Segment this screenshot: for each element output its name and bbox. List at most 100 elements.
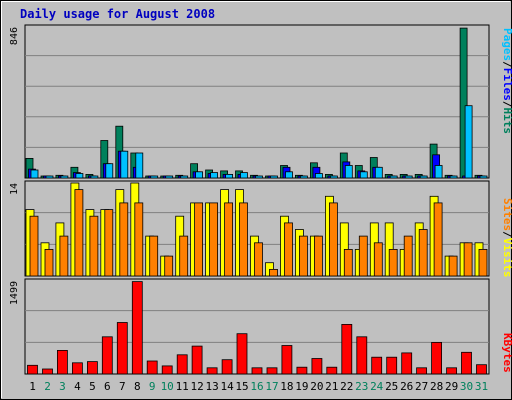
x-label-day-23: 23 [355, 380, 368, 393]
bar-kbytes-day-22 [341, 323, 353, 375]
x-label-day-1: 1 [29, 380, 36, 393]
bar-kbytes-day-16 [251, 367, 263, 375]
bar-sites-day-23 [358, 235, 368, 277]
bar-pages-day-18 [285, 171, 293, 179]
bar-kbytes-day-6 [101, 336, 113, 375]
x-label-day-14: 14 [220, 380, 234, 393]
x-label-day-12: 12 [190, 380, 203, 393]
bar-kbytes-day-5 [87, 361, 98, 375]
bar-kbytes-day-21 [326, 366, 338, 375]
x-label-day-15: 15 [235, 380, 248, 393]
bar-sites-day-10 [164, 255, 174, 277]
x-axis-labels: 1 2 3 4 5 6 7 8 9 10 11 12 13 14 15 16 17 18 19 20 21 22 23 24 2… [29, 380, 488, 393]
bar-kbytes-day-13 [206, 367, 218, 375]
bar-kbytes-day-28 [431, 341, 443, 375]
bar-kbytes-day-1 [27, 364, 38, 375]
legend-hits-files-pages: Pages/Files/Hits [501, 28, 512, 134]
x-label-day-28: 28 [430, 380, 443, 393]
bar-pages-day-4 [75, 173, 84, 179]
bar-kbytes-day-27 [416, 367, 428, 375]
y-max-label-visits-sites: 14 [9, 183, 20, 195]
bar-sites-day-20 [313, 235, 323, 277]
bar-sites-day-5 [89, 215, 99, 277]
bar-sites-day-15 [239, 202, 248, 277]
x-label-day-2: 2 [44, 380, 51, 393]
x-label-day-29: 29 [445, 380, 458, 393]
panel-kbytes: 1499 [9, 278, 490, 375]
bar-kbytes-day-15 [236, 333, 248, 375]
bar-sites-day-31 [478, 248, 488, 277]
bar-kbytes-day-14 [221, 359, 233, 375]
bar-sites-day-27 [418, 229, 428, 277]
bar-pages-day-9 [150, 175, 159, 179]
legend-files: Files [501, 68, 512, 101]
bar-sites-day-6 [104, 209, 114, 277]
bar-sites-day-8 [134, 202, 144, 277]
bar-kbytes-day-20 [311, 358, 323, 375]
x-label-day-31: 31 [475, 380, 488, 393]
bar-pages-day-27 [419, 175, 428, 179]
bar-pages-day-16 [255, 175, 263, 179]
bar-sites-day-22 [343, 248, 353, 277]
chart-title: Daily usage for August 2008 [20, 7, 215, 21]
bar-pages-day-2 [45, 175, 54, 179]
y-max-label-kbytes: 1499 [9, 281, 20, 305]
x-label-day-25: 25 [385, 380, 398, 393]
bar-kbytes-day-2 [42, 368, 53, 375]
x-label-day-16: 16 [250, 380, 263, 393]
legend-kbytes-label: KBytes [501, 333, 512, 373]
bar-sites-day-2 [44, 248, 54, 277]
x-label-day-4: 4 [74, 380, 81, 393]
legend-sep-1: / [501, 61, 512, 68]
bar-kbytes-day-12 [191, 345, 203, 375]
legend-kbytes: KBytes [501, 333, 512, 373]
bar-kbytes-day-30 [461, 351, 472, 375]
bar-pages-day-13 [210, 172, 219, 179]
bar-kbytes-day-4 [72, 362, 83, 375]
bar-pages-day-31 [479, 175, 488, 179]
bar-sites-day-12 [194, 202, 204, 277]
legend-hits: Hits [501, 108, 512, 135]
bar-kbytes-day-25 [386, 356, 398, 375]
bar-pages-day-5 [90, 175, 99, 179]
x-label-day-18: 18 [280, 380, 293, 393]
x-label-day-19: 19 [295, 380, 308, 393]
x-label-day-11: 11 [176, 380, 189, 393]
bar-kbytes-day-3 [57, 349, 68, 375]
x-label-day-21: 21 [325, 380, 338, 393]
bar-pages-day-7 [120, 150, 129, 179]
bar-sites-day-24 [373, 242, 383, 277]
bar-pages-day-3 [60, 175, 69, 179]
bar-kbytes-day-24 [371, 356, 383, 375]
panel-visits-sites: 14 [9, 180, 490, 277]
bar-sites-day-19 [298, 235, 308, 277]
x-label-day-17: 17 [265, 380, 278, 393]
bar-kbytes-day-31 [476, 364, 487, 375]
legend-sep-2: / [501, 101, 512, 108]
bar-sites-day-14 [224, 202, 234, 277]
bar-pages-day-6 [105, 163, 114, 179]
bar-sites-day-25 [388, 248, 398, 277]
bar-pages-day-21 [329, 175, 338, 179]
panel-box-kbytes [24, 278, 490, 375]
x-label-day-6: 6 [104, 380, 111, 393]
bar-pages-day-19 [299, 175, 308, 179]
bar-pages-day-23 [359, 171, 368, 179]
bar-sites-day-26 [403, 235, 413, 277]
bar-sites-day-21 [328, 202, 338, 277]
bar-sites-day-9 [149, 235, 159, 277]
bar-kbytes-day-26 [401, 352, 413, 375]
bar-sites-day-13 [209, 202, 219, 277]
legend-pages: Pages [501, 28, 512, 61]
bar-sites-day-30 [463, 242, 473, 277]
bar-pages-day-14 [225, 173, 234, 179]
bar-kbytes-day-11 [176, 354, 188, 375]
x-label-day-13: 13 [205, 380, 218, 393]
bar-kbytes-day-18 [281, 345, 293, 375]
x-label-day-8: 8 [134, 380, 141, 393]
x-label-day-5: 5 [89, 380, 96, 393]
bar-sites-day-28 [433, 202, 443, 277]
x-label-day-3: 3 [59, 380, 66, 393]
panel-box-hits-files-pages [24, 24, 490, 179]
bar-pages-day-12 [195, 171, 204, 179]
